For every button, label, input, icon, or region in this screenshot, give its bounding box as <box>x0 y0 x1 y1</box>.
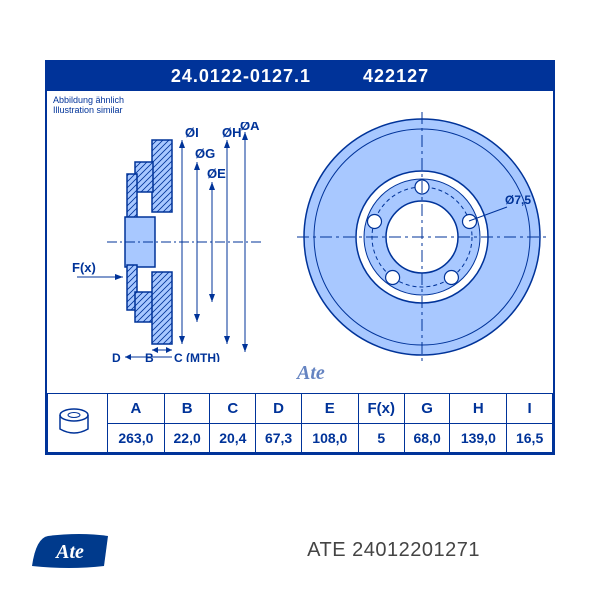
col-I: I <box>507 394 553 424</box>
svg-text:Ø7,5: Ø7,5 <box>505 193 531 207</box>
col-D: D <box>256 394 302 424</box>
val-B: 22,0 <box>164 424 210 453</box>
footer-code: 24012201271 <box>352 539 480 561</box>
val-D: 67,3 <box>256 424 302 453</box>
val-E: 108,0 <box>301 424 358 453</box>
part-number-1: 24.0122-0127.1 <box>171 66 311 86</box>
header-bar: 24.0122-0127.1 422127 <box>47 62 553 91</box>
svg-text:ØH: ØH <box>222 125 242 140</box>
col-C: C <box>210 394 256 424</box>
front-view-diagram: Ø7,5 <box>297 112 547 362</box>
table-value-row: 263,0 22,0 20,4 67,3 108,0 5 68,0 139,0 … <box>48 424 553 453</box>
val-I: 16,5 <box>507 424 553 453</box>
footer-text: ATE 24012201271 <box>307 539 480 562</box>
col-F: F(x) <box>358 394 404 424</box>
footer-brand: ATE <box>307 539 346 561</box>
svg-text:F(x): F(x) <box>72 260 96 275</box>
svg-text:Ate: Ate <box>54 541 84 563</box>
watermark-logo: Ate <box>297 362 325 385</box>
val-G: 68,0 <box>404 424 450 453</box>
cross-section-diagram: ØI ØG ØE ØH ØA F(x) B D C (MTH) <box>67 122 267 362</box>
col-A: A <box>108 394 165 424</box>
svg-text:ØG: ØG <box>195 146 215 161</box>
spec-sheet: 24.0122-0127.1 422127 Abbildung ähnlich … <box>45 60 555 455</box>
val-F: 5 <box>358 424 404 453</box>
table-header-row: A B C D E F(x) G H I <box>48 394 553 424</box>
ate-logo: Ate <box>30 530 110 570</box>
diagram-area: ØI ØG ØE ØH ØA F(x) B D C (MTH) <box>47 112 553 372</box>
part-number-2: 422127 <box>363 66 429 86</box>
svg-text:ØI: ØI <box>185 125 199 140</box>
svg-text:ØA: ØA <box>240 122 260 133</box>
val-A: 263,0 <box>108 424 165 453</box>
col-B: B <box>164 394 210 424</box>
col-E: E <box>301 394 358 424</box>
val-C: 20,4 <box>210 424 256 453</box>
col-G: G <box>404 394 450 424</box>
svg-text:D: D <box>112 351 121 362</box>
val-H: 139,0 <box>450 424 507 453</box>
svg-text:ØE: ØE <box>207 166 226 181</box>
dimension-table: A B C D E F(x) G H I 263,0 22,0 20,4 67,… <box>47 393 553 453</box>
col-H: H <box>450 394 507 424</box>
disc-icon-cell <box>48 394 108 453</box>
disc-icon <box>56 403 100 443</box>
svg-text:C (MTH): C (MTH) <box>174 351 220 362</box>
